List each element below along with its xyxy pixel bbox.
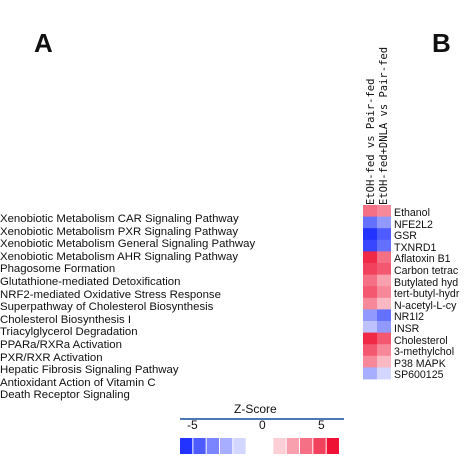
pathway-label: Triacylglycerol Degradation bbox=[0, 326, 138, 339]
heatmap-cell bbox=[377, 321, 391, 333]
legend-swatch bbox=[193, 438, 206, 454]
legend-divider bbox=[180, 418, 344, 420]
heatmap-row-label: Butylated hyd bbox=[394, 276, 459, 289]
heatmap-cell bbox=[363, 263, 377, 275]
heatmap-cell bbox=[377, 251, 391, 264]
pathway-label: Xenobiotic Metabolism AHR Signaling Path… bbox=[0, 250, 239, 263]
heatmap-cell bbox=[363, 205, 377, 217]
legend-tick-mid: 0 bbox=[259, 418, 266, 432]
heatmap-cell bbox=[377, 205, 391, 217]
heatmap-row-label: TXNRD1 bbox=[394, 241, 437, 254]
pathway-label: Glutathione-mediated Detoxification bbox=[0, 275, 181, 288]
heatmap-cell bbox=[377, 344, 391, 357]
heatmap-row-label: N-acetyl-L-cy bbox=[394, 299, 457, 312]
heatmap-row-label: Carbon tetrac bbox=[394, 264, 459, 277]
heatmap-cell bbox=[377, 216, 391, 229]
legend-swatch bbox=[286, 438, 299, 454]
legend-swatch bbox=[206, 438, 219, 454]
pathway-list: Xenobiotic Metabolism CAR Signaling Path… bbox=[0, 213, 330, 402]
heatmap-cell bbox=[377, 355, 391, 368]
pathway-label: Hepatic Fibrosis Signaling Pathway bbox=[0, 364, 179, 377]
heatmap-row-label: 3-methylchol bbox=[394, 346, 455, 359]
heatmap-row-label: NFE2L2 bbox=[394, 218, 433, 231]
heatmap-cell bbox=[377, 239, 391, 252]
pathway-label: Cholesterol Biosynthesis I bbox=[0, 313, 132, 326]
heatmap-row-label: GSR bbox=[394, 230, 417, 243]
heatmap-row-label: Cholesterol bbox=[394, 334, 448, 347]
heatmap-cell bbox=[363, 251, 377, 264]
heatmap-cell bbox=[363, 216, 377, 229]
pathway-label: Phagosome Formation bbox=[0, 263, 116, 276]
pathway-label: PXR/RXR Activation bbox=[0, 351, 103, 364]
heatmap-cell bbox=[377, 228, 391, 241]
heatmap-cell bbox=[377, 309, 391, 322]
pathway-label: PPARa/RXRa Activation bbox=[0, 338, 122, 351]
heatmap-cell bbox=[363, 286, 377, 299]
legend-swatch bbox=[273, 438, 286, 454]
heatmap-cell bbox=[363, 228, 377, 241]
heatmap-cell bbox=[377, 263, 391, 275]
legend-swatch bbox=[313, 438, 326, 454]
legend-tick-max: 5 bbox=[318, 418, 325, 432]
pathway-label: Xenobiotic Metabolism PXR Signaling Path… bbox=[0, 225, 239, 238]
heatmap-cell bbox=[377, 297, 391, 310]
pathway-label: Death Receptor Signaling bbox=[0, 389, 130, 402]
legend-swatch bbox=[246, 438, 259, 454]
heatmap-cell bbox=[377, 274, 391, 287]
heatmap-row-label: P38 MAPK bbox=[394, 357, 446, 370]
heatmap-cell bbox=[377, 367, 391, 380]
legend-swatch bbox=[326, 438, 339, 454]
pathway-label: Xenobiotic Metabolism CAR Signaling Path… bbox=[0, 213, 239, 225]
heatmap-row-label: SP600125 bbox=[394, 369, 444, 382]
legend-swatch bbox=[233, 438, 246, 454]
legend-swatch bbox=[260, 438, 273, 454]
panel-label-b: B bbox=[432, 28, 451, 58]
heatmap-row-labels: Ethanol NFE2L2 GSR TXNRD1 Aflatoxin B1 Carbon… bbox=[394, 208, 474, 382]
heatmap-cell bbox=[363, 274, 377, 287]
heatmap-cell bbox=[363, 321, 377, 333]
heatmap-cell bbox=[363, 332, 377, 345]
pathway-label: Xenobiotic Metabolism General Signaling … bbox=[0, 238, 256, 251]
heatmap-row-label: tert-butyl-hydr bbox=[394, 288, 460, 301]
heatmap-grid bbox=[363, 205, 391, 380]
heatmap-cell bbox=[363, 239, 377, 252]
legend-swatch bbox=[180, 438, 193, 454]
pathway-label: Antioxidant Action of Vitamin C bbox=[0, 376, 156, 389]
heatmap-cell bbox=[377, 286, 391, 299]
legend-tick-min: -5 bbox=[187, 418, 198, 432]
heatmap-cell bbox=[363, 367, 377, 380]
heatmap-cell bbox=[363, 355, 377, 368]
heatmap-cell bbox=[377, 332, 391, 345]
column-label: EtOH-fed vs Pair-fed bbox=[365, 79, 377, 205]
legend-swatch bbox=[300, 438, 313, 454]
heatmap-cell bbox=[363, 297, 377, 310]
legend-color-scale bbox=[180, 438, 339, 454]
heatmap-row-label: INSR bbox=[394, 322, 420, 335]
legend-title: Z-Score bbox=[234, 402, 277, 416]
column-label: EtOH-fed+DNLA vs Pair-fed bbox=[378, 47, 390, 205]
legend-swatch bbox=[220, 438, 233, 454]
heatmap-cell bbox=[363, 309, 377, 322]
pathway-label: NRF2-mediated Oxidative Stress Response bbox=[0, 288, 221, 301]
panel-label-a: A bbox=[34, 28, 53, 58]
heatmap-row-label: Ethanol bbox=[394, 208, 430, 219]
pathway-label: Superpathway of Cholesterol Biosynthesis bbox=[0, 301, 214, 314]
heatmap-row-label: NR1I2 bbox=[394, 311, 425, 324]
heatmap-cell bbox=[363, 344, 377, 357]
heatmap-row-label: Aflatoxin B1 bbox=[394, 253, 451, 266]
